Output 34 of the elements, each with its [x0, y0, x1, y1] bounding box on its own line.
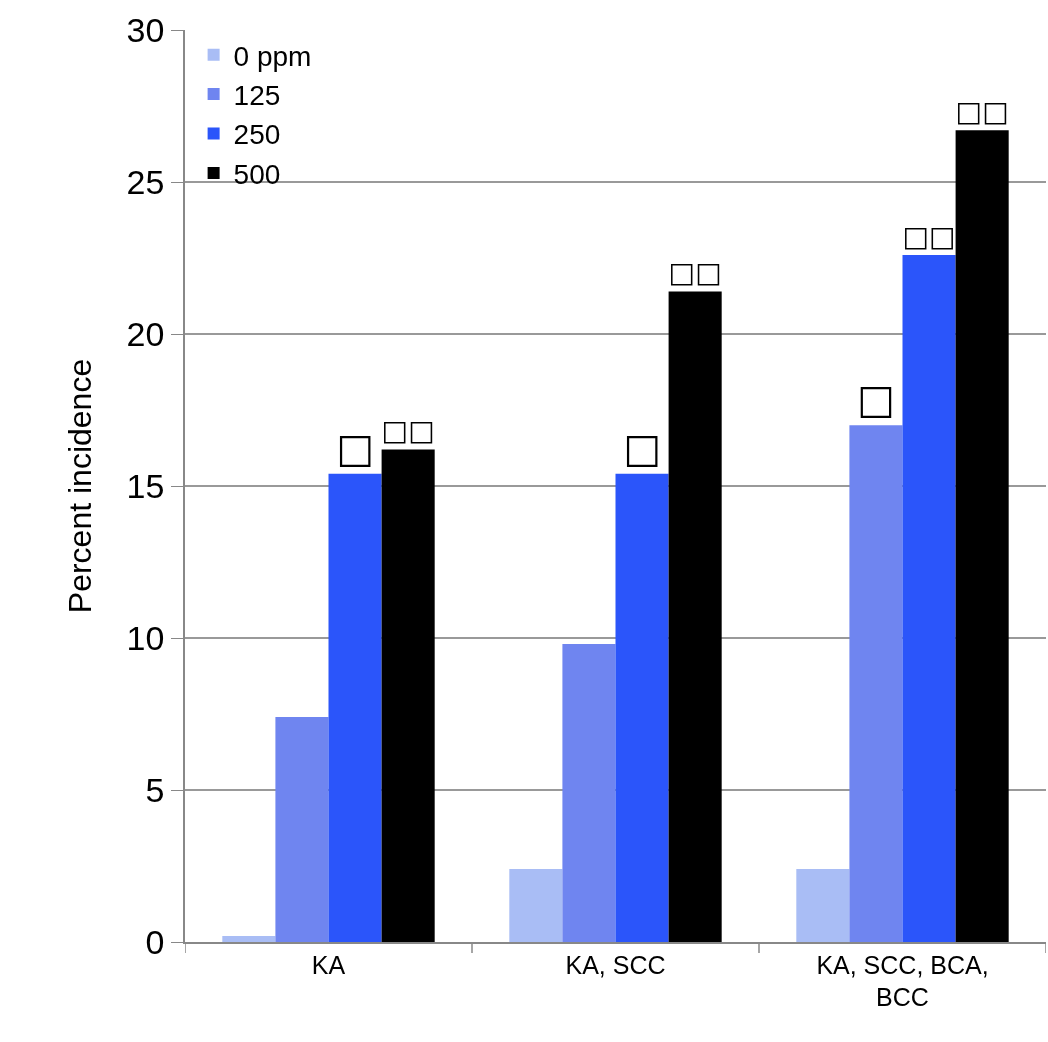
y-tick-label: 25: [126, 162, 165, 201]
data-label: □: [623, 424, 661, 471]
y-axis-title: Percent incidence: [62, 358, 99, 614]
bar: [381, 449, 435, 942]
bar: [328, 473, 382, 942]
y-tick-label: 10: [126, 618, 165, 657]
bar: [275, 717, 329, 942]
data-label: □: [857, 376, 895, 423]
data-label: □□: [955, 95, 1009, 128]
data-label: □□: [902, 219, 956, 253]
x-tick-label: KA, SCC: [565, 950, 666, 979]
data-label: □□: [668, 256, 722, 290]
bar: [955, 130, 1009, 942]
bar: [668, 291, 722, 942]
y-tick-label: 0: [145, 922, 165, 961]
x-tick-label: KA: [311, 950, 346, 979]
x-tick-label: KA, SCC, BCA, BCC: [816, 950, 989, 1012]
bar: [222, 935, 276, 942]
data-label: □□: [381, 414, 435, 448]
legend-label: 500: [233, 158, 281, 190]
bar: [562, 644, 616, 942]
y-tick-label: 5: [145, 770, 165, 809]
y-tick-label: 15: [126, 466, 165, 505]
bar: [796, 869, 850, 942]
y-tick-label: 20: [126, 314, 165, 353]
data-label: □: [336, 424, 374, 471]
bar: [849, 425, 903, 942]
bar: [615, 473, 669, 942]
legend-label: 250: [233, 119, 281, 151]
bar: [902, 254, 956, 942]
y-tick-label: 30: [126, 10, 165, 49]
bar: [509, 869, 563, 942]
legend-label: 125: [233, 80, 281, 112]
legend-label: 0 ppm: [233, 40, 312, 72]
